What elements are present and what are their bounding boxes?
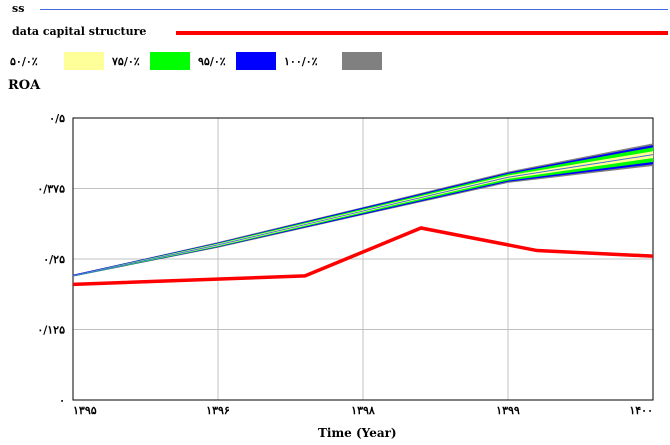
legend-band-75-label: ۷۵/۰٪	[112, 55, 140, 68]
y-tick-label-4: ۰/۵	[49, 112, 65, 125]
x-tick-label-3: ۱۳۹۹	[496, 404, 520, 417]
legend-band-100-label: ۱۰۰/۰٪	[284, 55, 318, 68]
y-tick-label-1: ۰/۱۲۵	[37, 324, 65, 337]
legend-band-95-swatch	[236, 52, 276, 70]
legend-band-95-label: ۹۵/۰٪	[198, 55, 226, 68]
legend-band-50-label: ۵۰/۰٪	[10, 55, 38, 68]
legend-band-50-swatch	[64, 52, 104, 70]
legend: ss data capital structure	[6, 0, 670, 80]
y-tick-label-2: ۰/۲۵	[43, 253, 65, 266]
y-axis-label: ROA	[8, 78, 41, 93]
series-data-capital-structure	[72, 226, 654, 287]
y-tick-label-3: ۰/۳۷۵	[37, 183, 65, 196]
x-tick-label-1: ۱۳۹۶	[206, 404, 230, 417]
legend-ss-label: ss	[12, 2, 25, 15]
x-tick-label-4: ۱۴۰۰	[629, 404, 653, 417]
x-tick-label-2: ۱۳۹۸	[351, 404, 375, 417]
legend-data-line	[176, 31, 668, 35]
series-ss	[72, 154, 654, 277]
legend-data-label: data capital structure	[12, 25, 147, 38]
y-tick-label-0: ۰	[59, 394, 65, 407]
x-axis-label: Time (Year)	[318, 426, 397, 440]
x-tick-label-0: ۱۳۹۵	[73, 404, 97, 417]
plot-frame	[72, 117, 654, 401]
legend-band-75-swatch	[150, 52, 190, 70]
legend-ss-line	[40, 9, 668, 10]
legend-band-100-swatch	[342, 52, 382, 70]
